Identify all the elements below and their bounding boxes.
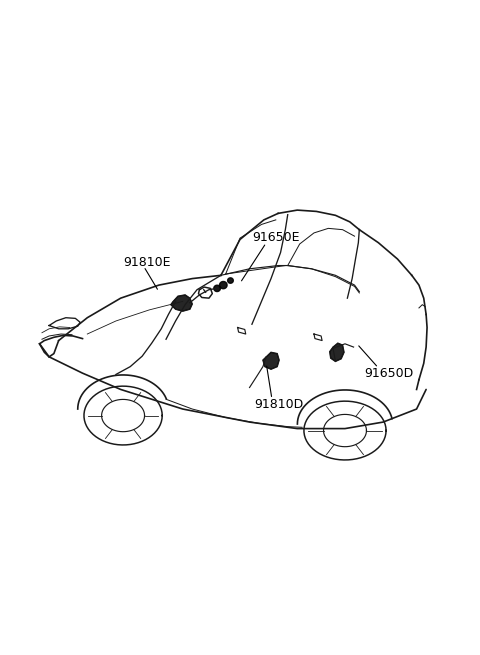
Polygon shape	[219, 282, 227, 289]
Text: 91650D: 91650D	[364, 367, 413, 380]
Polygon shape	[214, 285, 220, 291]
Polygon shape	[263, 352, 279, 369]
Polygon shape	[330, 343, 344, 362]
Text: 91810E: 91810E	[123, 256, 170, 269]
Polygon shape	[228, 278, 233, 283]
Text: 91810D: 91810D	[254, 398, 303, 411]
Polygon shape	[171, 295, 192, 311]
Text: 91650E: 91650E	[252, 231, 300, 244]
